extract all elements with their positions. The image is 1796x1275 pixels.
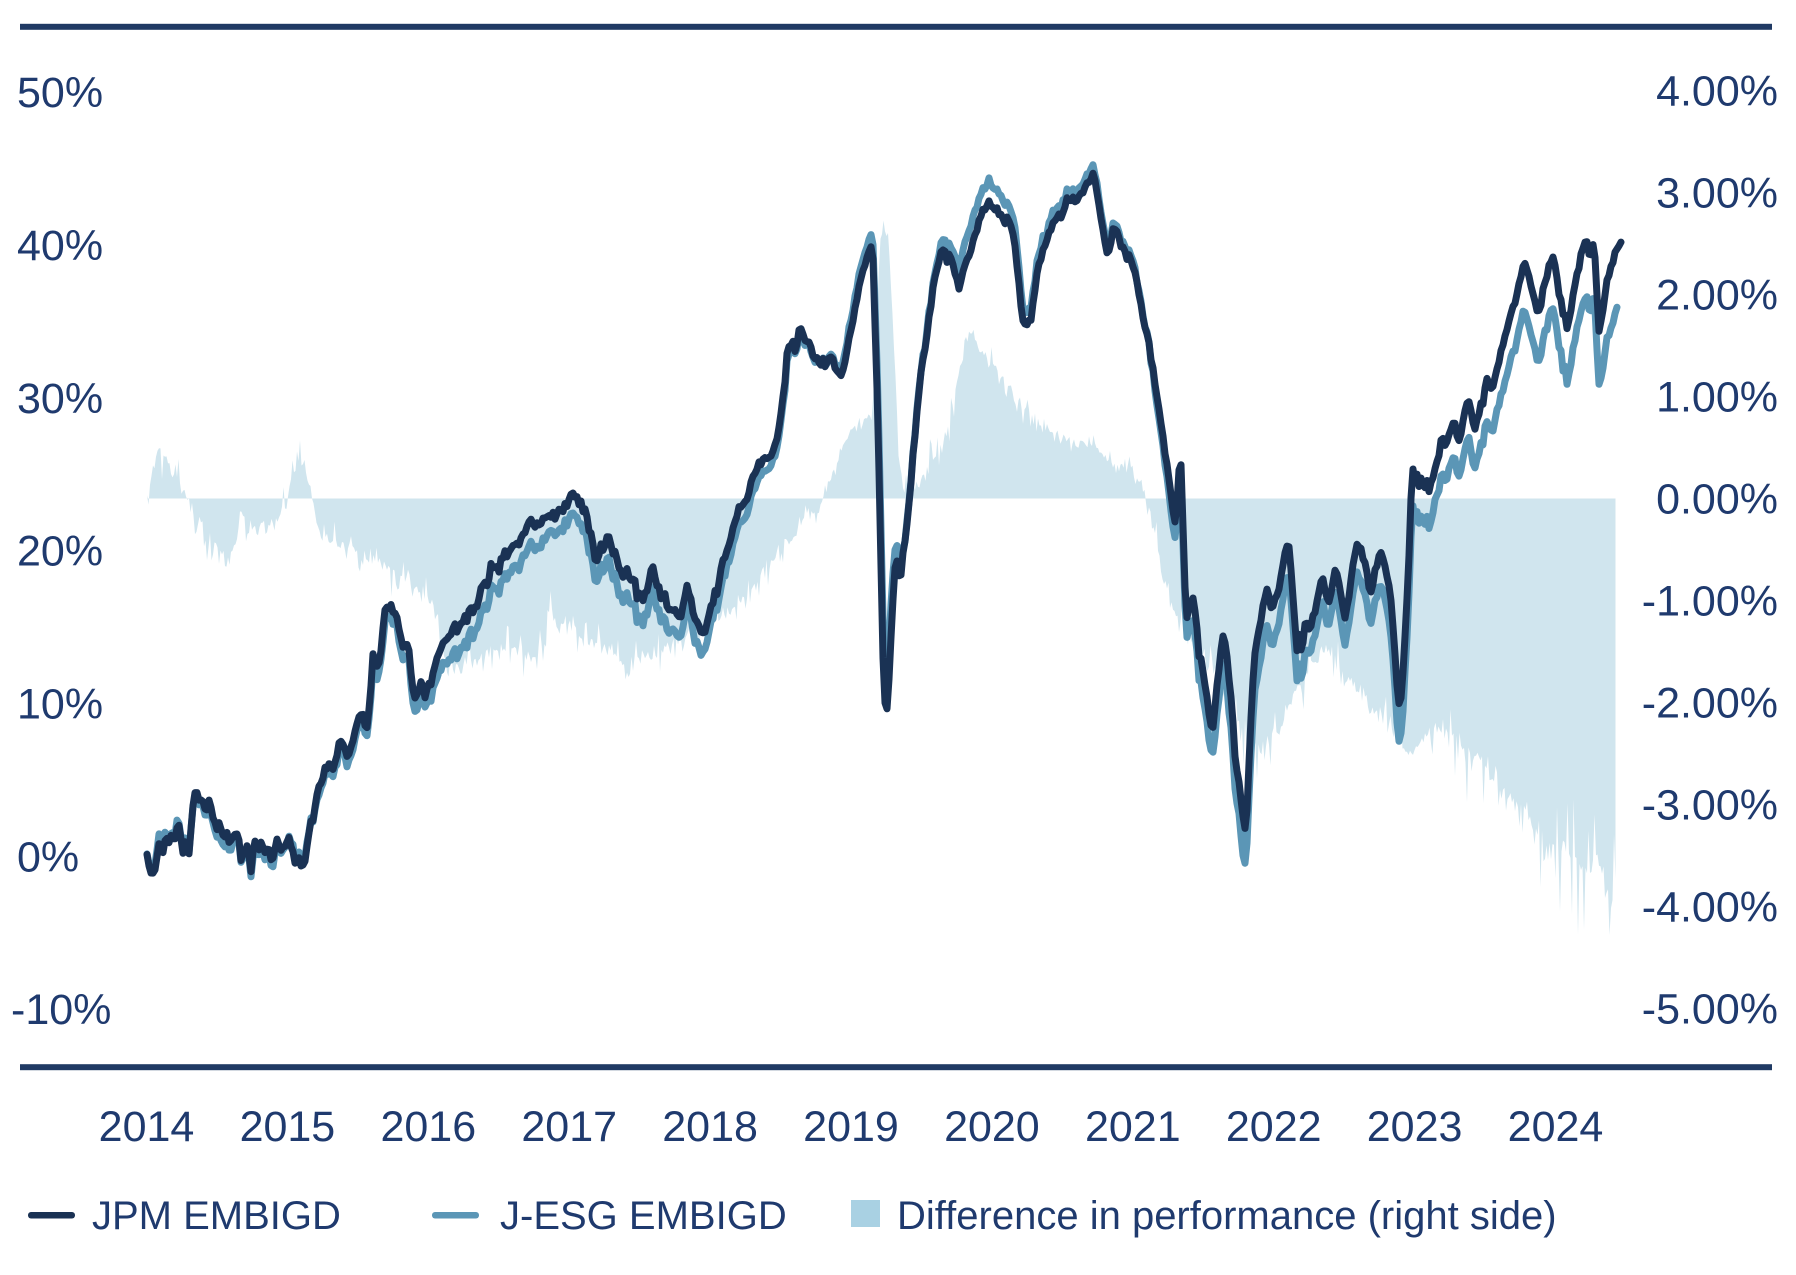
svg-text:20%: 20%	[17, 528, 103, 576]
svg-text:2020: 2020	[944, 1103, 1040, 1151]
svg-text:Difference in performance (rig: Difference in performance (right side)	[897, 1194, 1557, 1238]
svg-text:10%: 10%	[17, 681, 103, 729]
svg-text:2019: 2019	[803, 1103, 899, 1151]
svg-text:3.00%: 3.00%	[1656, 170, 1778, 218]
svg-text:-5.00%: -5.00%	[1642, 986, 1778, 1034]
svg-text:-3.00%: -3.00%	[1642, 782, 1778, 830]
svg-text:J-ESG EMBIGD: J-ESG EMBIGD	[500, 1194, 787, 1238]
svg-text:2021: 2021	[1085, 1103, 1181, 1151]
svg-text:0%: 0%	[17, 833, 79, 881]
svg-text:2014: 2014	[99, 1103, 195, 1151]
svg-text:4.00%: 4.00%	[1656, 68, 1778, 116]
svg-text:2.00%: 2.00%	[1656, 272, 1778, 320]
svg-text:0.00%: 0.00%	[1656, 476, 1778, 524]
svg-text:50%: 50%	[17, 69, 103, 117]
svg-text:1.00%: 1.00%	[1656, 374, 1778, 422]
svg-text:-1.00%: -1.00%	[1642, 578, 1778, 626]
svg-text:2023: 2023	[1367, 1103, 1463, 1151]
svg-text:2022: 2022	[1226, 1103, 1322, 1151]
svg-text:-10%: -10%	[11, 986, 111, 1034]
svg-text:30%: 30%	[17, 375, 103, 423]
svg-text:2016: 2016	[380, 1103, 476, 1151]
svg-text:2018: 2018	[662, 1103, 758, 1151]
svg-text:-2.00%: -2.00%	[1642, 680, 1778, 728]
svg-text:2015: 2015	[240, 1103, 336, 1151]
svg-text:2017: 2017	[521, 1103, 617, 1151]
svg-text:2024: 2024	[1508, 1103, 1604, 1151]
svg-text:40%: 40%	[17, 222, 103, 270]
svg-text:JPM EMBIGD: JPM EMBIGD	[92, 1194, 341, 1238]
svg-text:-4.00%: -4.00%	[1642, 884, 1778, 932]
